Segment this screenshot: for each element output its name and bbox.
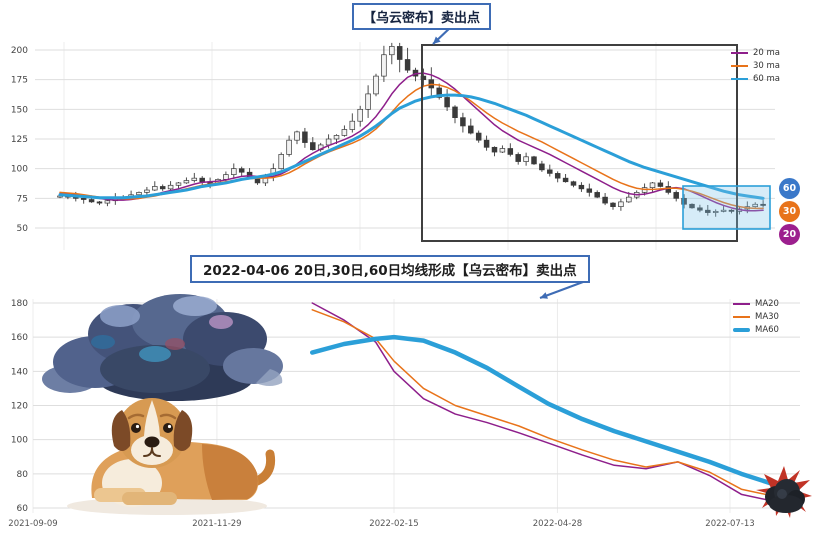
- ma-badge-30: 30: [779, 201, 800, 222]
- svg-text:200: 200: [11, 46, 28, 56]
- svg-text:140: 140: [11, 367, 28, 377]
- legend-item-ma20: MA20: [733, 299, 779, 309]
- svg-text:160: 160: [11, 333, 28, 343]
- svg-text:75: 75: [17, 194, 28, 204]
- ma-badge-20-label: 20: [782, 229, 797, 240]
- svg-text:50: 50: [17, 224, 29, 234]
- svg-text:120: 120: [11, 401, 28, 411]
- ma30-line-swatch: [731, 65, 748, 67]
- svg-text:2021-11-29: 2021-11-29: [192, 519, 241, 529]
- ma60-line-swatch: [733, 328, 750, 332]
- svg-text:100: 100: [11, 165, 28, 175]
- svg-text:180: 180: [11, 299, 28, 309]
- svg-text:60: 60: [17, 504, 29, 514]
- svg-text:2022-02-15: 2022-02-15: [369, 519, 418, 529]
- legend-label-ma60: MA60: [755, 325, 779, 335]
- legend-item-30ma: 30 ma: [731, 61, 780, 71]
- svg-text:150: 150: [11, 105, 28, 115]
- svg-text:2022-04-28: 2022-04-28: [533, 519, 582, 529]
- legend-label-ma20: MA20: [755, 299, 779, 309]
- legend-item-60ma: 60 ma: [731, 74, 780, 84]
- sell-point-date-callout: 2022-04-06 20日,30日,60日均线形成【乌云密布】卖出点: [190, 255, 590, 283]
- top-candlestick-chart: 200 175 150 125 100 75 50: [11, 25, 775, 250]
- dog-illustration: [67, 398, 276, 515]
- ma-badge-60-label: 60: [782, 183, 797, 194]
- ma-badge-30-label: 30: [782, 206, 797, 217]
- ma20-line-swatch: [733, 303, 750, 305]
- bottom-ma-line-chart: 2021-09-09 2021-11-29 2022-02-15 2022-04-28…: [8, 280, 800, 529]
- top-chart-legend: 20 ma 30 ma 60 ma: [731, 48, 780, 84]
- ma20-line-swatch: [731, 52, 748, 54]
- ma60-line-swatch: [731, 78, 748, 80]
- bottom-chart-legend: MA20 MA30 MA60: [733, 299, 779, 335]
- svg-text:125: 125: [11, 135, 28, 145]
- legend-item-ma30: MA30: [733, 312, 779, 322]
- dark-cloud-cover-sell-callout: 【乌云密布】卖出点: [352, 3, 492, 30]
- svg-text:2022-07-13: 2022-07-13: [705, 519, 754, 529]
- legend-item-20ma: 20 ma: [731, 48, 780, 58]
- svg-text:2021-09-09: 2021-09-09: [8, 519, 57, 529]
- svg-text:175: 175: [11, 76, 28, 86]
- svg-text:80: 80: [17, 470, 29, 480]
- ma-badge-20: 20: [779, 224, 800, 245]
- ma-badge-60: 60: [779, 178, 800, 199]
- ma30-line-swatch: [733, 316, 750, 318]
- svg-text:100: 100: [11, 436, 28, 446]
- legend-item-ma60: MA60: [733, 325, 779, 335]
- storm-cloud-illustration: [42, 294, 283, 401]
- legend-label-20ma: 20 ma: [753, 48, 781, 58]
- legend-label-60ma: 60 ma: [753, 74, 781, 84]
- explosion-icon: [756, 466, 812, 518]
- legend-label-30ma: 30 ma: [753, 61, 781, 71]
- legend-label-ma30: MA30: [755, 312, 779, 322]
